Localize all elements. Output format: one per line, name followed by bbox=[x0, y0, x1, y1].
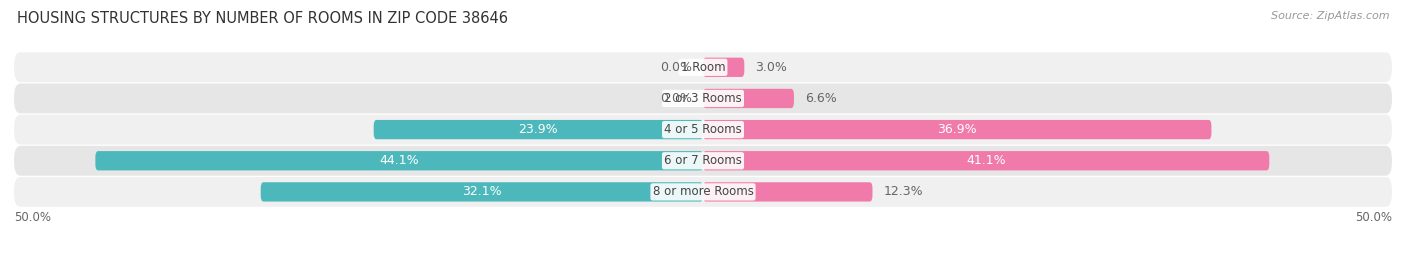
Text: Source: ZipAtlas.com: Source: ZipAtlas.com bbox=[1271, 11, 1389, 21]
FancyBboxPatch shape bbox=[14, 177, 1392, 207]
Text: 0.0%: 0.0% bbox=[659, 92, 692, 105]
Text: 44.1%: 44.1% bbox=[380, 154, 419, 167]
FancyBboxPatch shape bbox=[703, 58, 744, 77]
FancyBboxPatch shape bbox=[260, 182, 703, 202]
Text: 32.1%: 32.1% bbox=[463, 185, 502, 198]
Text: 50.0%: 50.0% bbox=[1355, 211, 1392, 224]
Text: 8 or more Rooms: 8 or more Rooms bbox=[652, 185, 754, 198]
Text: 2 or 3 Rooms: 2 or 3 Rooms bbox=[664, 92, 742, 105]
FancyBboxPatch shape bbox=[703, 182, 873, 202]
FancyBboxPatch shape bbox=[14, 115, 1392, 144]
Text: 0.0%: 0.0% bbox=[659, 61, 692, 74]
Text: 6 or 7 Rooms: 6 or 7 Rooms bbox=[664, 154, 742, 167]
FancyBboxPatch shape bbox=[374, 120, 703, 139]
FancyBboxPatch shape bbox=[703, 120, 1212, 139]
FancyBboxPatch shape bbox=[14, 52, 1392, 82]
Text: 1 Room: 1 Room bbox=[681, 61, 725, 74]
Text: 6.6%: 6.6% bbox=[806, 92, 837, 105]
Legend: Owner-occupied, Renter-occupied: Owner-occupied, Renter-occupied bbox=[574, 266, 832, 270]
FancyBboxPatch shape bbox=[703, 89, 794, 108]
Text: 23.9%: 23.9% bbox=[519, 123, 558, 136]
FancyBboxPatch shape bbox=[14, 83, 1392, 113]
Text: 50.0%: 50.0% bbox=[14, 211, 51, 224]
FancyBboxPatch shape bbox=[96, 151, 703, 170]
FancyBboxPatch shape bbox=[14, 146, 1392, 176]
Text: 36.9%: 36.9% bbox=[938, 123, 977, 136]
Text: 4 or 5 Rooms: 4 or 5 Rooms bbox=[664, 123, 742, 136]
Text: 3.0%: 3.0% bbox=[755, 61, 787, 74]
FancyBboxPatch shape bbox=[703, 151, 1270, 170]
Text: 41.1%: 41.1% bbox=[966, 154, 1005, 167]
Text: HOUSING STRUCTURES BY NUMBER OF ROOMS IN ZIP CODE 38646: HOUSING STRUCTURES BY NUMBER OF ROOMS IN… bbox=[17, 11, 508, 26]
Text: 12.3%: 12.3% bbox=[883, 185, 924, 198]
